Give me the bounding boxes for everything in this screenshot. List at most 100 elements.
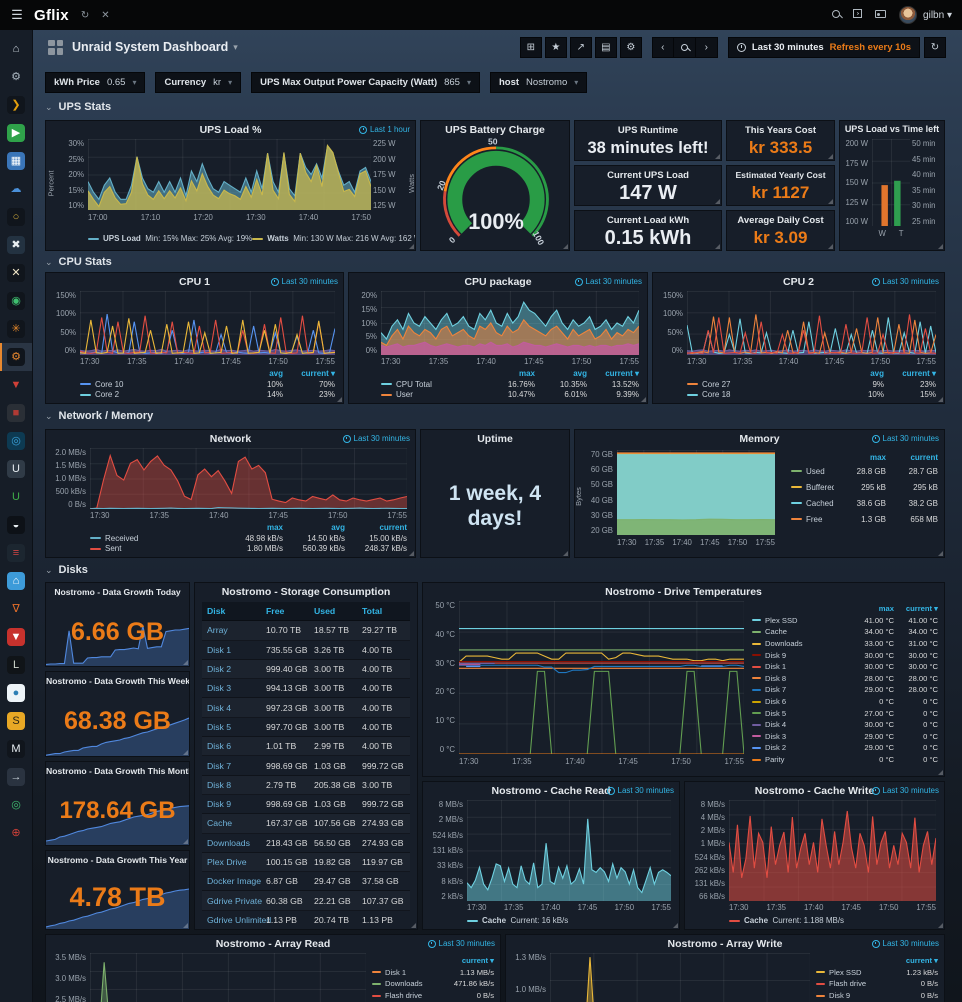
sidebar-app-item[interactable]: ∇ [0,595,32,623]
panel-title[interactable]: CPU package [464,276,532,288]
variable-dropdown[interactable]: UPS Max Output Power Capacity (Watt) 865 ▾ [251,72,480,93]
legend-item[interactable]: Received 48.98 kB/s 14.50 kB/s 15.00 kB/s [90,533,407,544]
legend-item[interactable]: Disk 4 30.00 °C 0 °C [752,719,938,731]
time-range-picker[interactable]: Last 30 minutes Refresh every 10s [727,36,920,58]
legend-item[interactable]: Disk 7 29.00 °C 28.00 °C [752,684,938,696]
legend-item[interactable]: Cache 34.00 °C 34.00 °C [752,626,938,638]
legend-item[interactable]: Cached 38.6 GB 38.2 GB [791,495,938,511]
panel-title[interactable]: Nostromo - Cache Write [754,785,875,797]
section-disks[interactable]: ⌄ Disks [45,564,88,576]
panel-time-range[interactable]: Last 30 minutes [871,277,939,286]
legend-item[interactable]: UPS Load Min: 15% Max: 25% Avg: 19% [88,234,252,243]
zoom-out-button[interactable] [673,36,696,58]
legend-item[interactable]: CPU Total 16.76% 10.35% 13.52% [381,379,639,390]
panel-title[interactable]: UPS Load vs Time left [844,124,940,134]
toolbar-button[interactable]: ↗ [569,36,592,58]
panel-title[interactable]: Nostromo - Cache Read [491,785,611,797]
legend-item[interactable]: Core 10 10% 70% [80,379,335,390]
time-forward-button[interactable]: › [695,36,718,58]
toolbar-button[interactable]: ★ [544,36,567,58]
legend-item[interactable]: User 10.47% 6.01% 9.39% [381,390,639,401]
time-back-button[interactable]: ‹ [651,36,674,58]
legend-item[interactable]: Disk 5 27.00 °C 0 °C [752,707,938,719]
panel-time-range[interactable]: Last 30 minutes [871,939,939,948]
legend-item[interactable]: Plex SSD 41.00 °C 41.00 °C [752,615,938,627]
dashboard-title[interactable]: Unraid System Dashboard [72,40,229,54]
panel-time-range[interactable]: Last 30 minutes [342,434,410,443]
sidebar-app-item[interactable]: → [0,763,32,791]
legend-item[interactable]: Core 2 14% 23% [80,390,335,401]
panel-title[interactable]: Uptime [477,433,513,445]
sidebar-app-item[interactable]: M [0,735,32,763]
sidebar-app-item[interactable]: ◎ [0,791,32,819]
panel-title[interactable]: CPU 1 [179,276,210,288]
panel-title[interactable]: Network [209,433,252,445]
sidebar-app-item[interactable]: ◉ [0,287,32,315]
panel-time-range[interactable]: Last 30 minutes [606,786,674,795]
legend-item[interactable]: Cache Current: 1.188 MB/s [729,916,844,925]
panel-title[interactable]: Memory [739,433,780,445]
legend-item[interactable]: Flash drive 0 B/s [816,978,938,990]
sidebar-app-item[interactable]: ■ [0,399,32,427]
legend-item[interactable]: Buffered 295 kB 295 kB [791,479,938,495]
sidebar-app-item[interactable]: ● [0,679,32,707]
sidebar-app-item[interactable]: U [0,483,32,511]
stat-title[interactable]: Current UPS Load [607,170,689,181]
panel-title[interactable]: CPU 2 [783,276,814,288]
sidebar-app-item[interactable]: ✳ [0,315,32,343]
sidebar-app-item[interactable]: ⌂ [0,35,32,63]
cast-icon[interactable] [875,9,887,21]
sidebar-app-item[interactable]: U [0,455,32,483]
sidebar-app-item[interactable]: ▼ [0,623,32,651]
sidebar-app-item[interactable]: ☁ [0,175,32,203]
stat-title[interactable]: UPS Runtime [617,125,679,136]
sidebar-app-item[interactable]: ⚙ [0,63,32,91]
search-icon[interactable] [832,9,841,21]
legend-item[interactable]: Watts Min: 130 W Max: 216 W Avg: 162 W [252,234,415,243]
dashboard-grid-icon[interactable] [48,39,63,55]
expand-icon[interactable] [853,9,863,21]
sidebar-app-item[interactable]: ▦ [0,147,32,175]
legend-item[interactable]: Core 27 9% 23% [687,379,936,390]
sidebar-app-item[interactable]: ⊕ [0,819,32,847]
sidebar-app-item[interactable]: ✖ [0,231,32,259]
panel-time-range[interactable]: Last 1 hour [358,125,410,134]
variable-dropdown[interactable]: host Nostromo ▾ [489,72,588,93]
user-menu[interactable]: gilbn ▾ [923,9,952,21]
variable-dropdown[interactable]: Currency kr ▾ [155,72,242,93]
stat-title[interactable]: Nostromo - Data Growth This Year [47,855,188,865]
variable-dropdown[interactable]: kWh Price 0.65 ▾ [45,72,146,93]
legend-item[interactable]: Parity 0 °C 0 °C [752,754,938,766]
panel-time-range[interactable]: Last 30 minutes [871,786,939,795]
section-network-memory[interactable]: ⌄ Network / Memory [45,410,154,422]
sidebar-app-item[interactable]: ❯ [0,91,32,119]
panel-time-range[interactable]: Last 30 minutes [427,939,495,948]
legend-item[interactable]: Disk 2 29.00 °C 0 °C [752,742,938,754]
panel-time-range[interactable]: Last 30 minutes [871,434,939,443]
legend-item[interactable]: Disk 9 30.00 °C 30.00 °C [752,649,938,661]
table-header[interactable]: Disk Free Used Total [202,602,410,622]
toolbar-button[interactable]: ⊞ [519,36,542,58]
sidebar-app-item[interactable]: ≡ [0,539,32,567]
sidebar-app-item[interactable]: ◎ [0,427,32,455]
sidebar-app-item[interactable]: ⚙ [0,343,32,371]
legend-item[interactable]: Disk 1 30.00 °C 30.00 °C [752,661,938,673]
section-cpu-stats[interactable]: ⌄ CPU Stats [45,256,112,268]
avatar[interactable] [899,6,918,24]
legend-item[interactable]: Disk 3 29.00 °C 0 °C [752,731,938,743]
stat-title[interactable]: Average Daily Cost [737,215,824,226]
panel-title[interactable]: Nostromo - Storage Consumption [221,586,391,598]
tab-close-icon[interactable]: ✕ [101,9,110,21]
panel-title[interactable]: Nostromo - Drive Temperatures [605,586,762,598]
tab-refresh-icon[interactable]: ↻ [80,9,90,21]
sidebar-app-item[interactable]: L [0,651,32,679]
stat-title[interactable]: Estimated Yearly Cost [735,170,826,180]
sidebar-app-item[interactable]: ✕ [0,259,32,287]
legend-item[interactable]: Flash drive 0 B/s [372,990,494,1002]
stat-title[interactable]: Nostromo - Data Growth This Month [46,766,190,776]
legend-item[interactable]: Plex SSD 1.23 kB/s [816,967,938,979]
sidebar-app-item[interactable]: ◒ [0,511,32,539]
legend-item[interactable]: Cache Current: 16 kB/s [467,916,568,925]
legend-item[interactable]: Disk 8 28.00 °C 28.00 °C [752,673,938,685]
